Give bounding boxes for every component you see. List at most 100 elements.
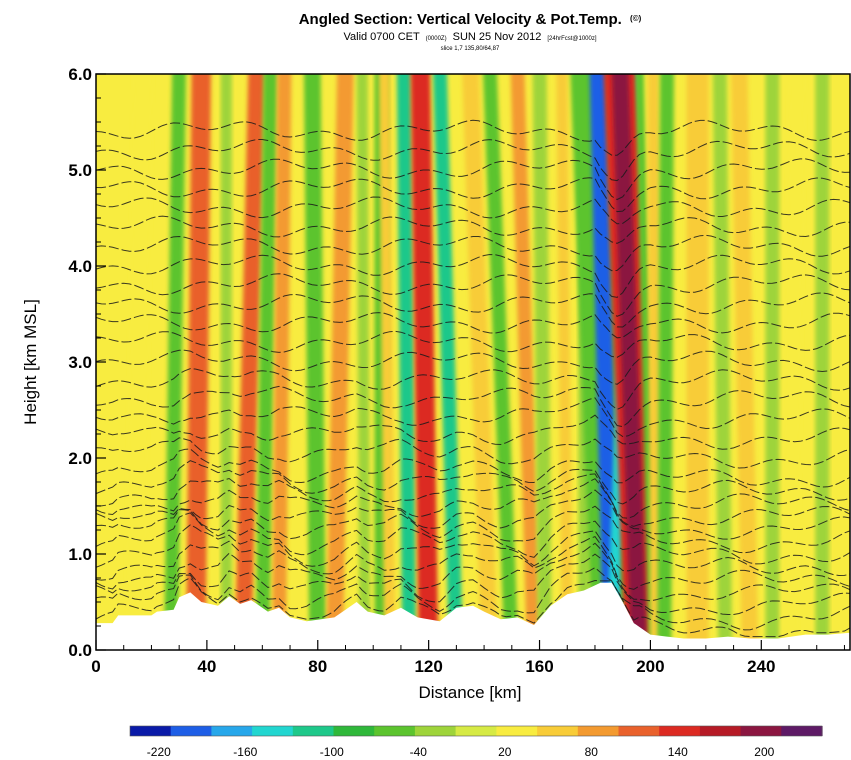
subtitle-fcst: [24hrFcst@1000z] [547,36,596,42]
subtitle-run: (0000Z) [426,36,447,42]
velocity-band-12 [396,74,417,650]
colorbar-segment-2 [211,726,253,736]
colorbar-segment-1 [170,726,212,736]
x-tick-label-2: 80 [308,657,327,676]
terrain-mask [96,582,850,650]
velocity-band-30 [712,74,733,650]
velocity-band-5 [255,74,278,650]
colorbar-label-0: -220 [147,745,171,759]
x-tick-label-3: 120 [414,657,442,676]
colorbar-segment-6 [374,726,416,736]
isentrope-9 [96,478,850,527]
velocity-band-6 [272,74,292,650]
colorbar-label-2: -100 [320,745,344,759]
velocity-band-3 [220,74,232,650]
isentrope-15 [96,397,850,438]
colorbar: -220 -160 -100 -40 20 80 140 200 [129,725,823,759]
velocity-band-13 [410,74,439,650]
velocity-band-34 [815,74,830,650]
isentrope-7 [96,505,850,554]
isentrope-1 [96,567,850,631]
isentrope-29 [96,139,850,182]
velocity-bands [126,74,830,650]
colorbar-label-1: -160 [233,745,257,759]
colorbar-label-7: 200 [754,745,774,759]
velocity-band-17 [510,74,541,650]
colorbar-segment-3 [252,726,294,736]
isentrope-0 [96,577,850,638]
x-tick-label-6: 240 [747,657,775,676]
y-tick-label-6: 6.0 [68,65,92,84]
subtitle-valid: Valid 0700 CET [343,31,420,43]
colorbar-segment-15 [740,726,782,736]
colorbar-label-6: 140 [668,745,688,759]
colorbar-segment-4 [292,726,335,736]
x-axis-label: Distance [km] [419,683,522,702]
isentrope-2 [96,553,850,615]
y-tick-label-3: 3.0 [68,353,92,372]
isentrope-12 [96,448,850,488]
isentrope-6 [96,512,850,565]
velocity-band-9 [356,74,371,650]
isentrope-5 [96,524,850,577]
chart-title: Angled Section: Vertical Velocity & Pot.… [299,11,642,28]
colorbar-segment-16 [781,726,823,736]
velocity-band-31 [730,74,759,650]
velocity-band-14 [433,74,464,650]
colorbar-segment-12 [618,726,660,736]
velocity-band-28 [657,74,674,650]
isentrope-28 [96,158,850,201]
isentrope-10 [96,473,850,519]
velocity-band-1 [164,74,186,650]
isentrope-13 [96,437,850,469]
subtitle-date: SUN 25 Nov 2012 [453,31,542,43]
y-tick-label-4: 4.0 [68,257,92,276]
colorbar-segment-9 [496,726,538,736]
isentrope-3 [96,542,850,602]
y-tick-label-0: 0.0 [68,641,92,660]
colorbar-label-3: -40 [410,745,428,759]
isentrope-24 [96,234,850,272]
velocity-band-27 [647,74,662,650]
velocity-band-18 [532,74,552,650]
isentrope-26 [96,196,850,225]
y-axis-ticks: 0.0 1.0 2.0 3.0 4.0 5.0 6.0 [68,65,106,660]
velocity-band-7 [303,74,326,650]
colorbar-segment-14 [699,726,742,736]
y-tick-label-2: 2.0 [68,449,92,468]
velocity-band-25 [611,74,648,650]
isentrope-19 [96,330,850,358]
colorbar-segment-10 [537,726,579,736]
velocity-band-2 [186,74,211,650]
colorbar-segment-11 [577,726,620,736]
isentrope-17 [96,368,850,410]
colorbar-segment-5 [333,726,375,736]
y-axis-label: Height [km MSL] [21,299,40,425]
colorbar-label-5: 80 [585,745,599,759]
colorbar-frame [129,725,823,737]
isentrope-4 [96,536,850,590]
colorbar-label-4: 20 [498,745,512,759]
colorbar-segment-13 [659,726,701,736]
velocity-band-4 [234,74,265,650]
isentrope-30 [96,119,850,156]
isentrope-16 [96,385,850,428]
x-tick-label-4: 160 [525,657,553,676]
x-tick-label-1: 40 [197,657,216,676]
velocity-band-29 [686,74,709,650]
isentrope-27 [96,177,850,213]
isentrope-8 [96,489,850,540]
title-mark: (©) [630,14,642,23]
y-tick-label-5: 5.0 [68,161,92,180]
y-tick-label-1: 1.0 [68,545,92,564]
colorbar-segment-8 [455,726,497,736]
isentrope-18 [96,349,850,385]
x-axis-ticks: 0 40 80 120 160 200 240 [91,640,845,676]
isentrope-22 [96,273,850,317]
colorbar-segment-7 [414,726,457,736]
chart-subtitle: Valid 0700 CET (0000Z) SUN 25 Nov 2012 [… [343,31,596,43]
isentrope-25 [96,215,850,244]
isentrope-23 [96,253,850,298]
chart-subtitle-small: slice 1,7 135,80/64,87 [441,46,500,52]
